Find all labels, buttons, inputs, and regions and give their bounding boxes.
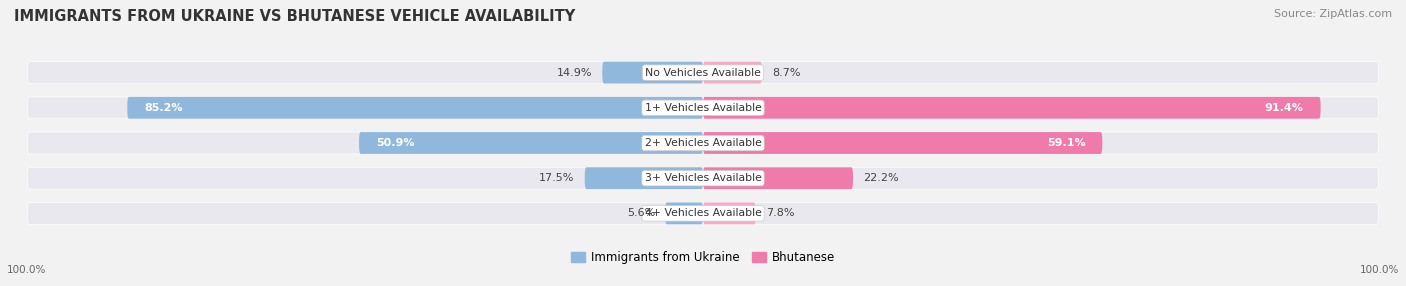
Text: 50.9%: 50.9%: [375, 138, 415, 148]
Text: 4+ Vehicles Available: 4+ Vehicles Available: [644, 208, 762, 219]
Text: No Vehicles Available: No Vehicles Available: [645, 67, 761, 78]
FancyBboxPatch shape: [703, 132, 1102, 154]
FancyBboxPatch shape: [703, 97, 1320, 119]
FancyBboxPatch shape: [703, 167, 853, 189]
FancyBboxPatch shape: [128, 97, 703, 119]
Text: 3+ Vehicles Available: 3+ Vehicles Available: [644, 173, 762, 183]
FancyBboxPatch shape: [27, 202, 703, 224]
FancyBboxPatch shape: [585, 167, 703, 189]
Text: 2+ Vehicles Available: 2+ Vehicles Available: [644, 138, 762, 148]
FancyBboxPatch shape: [703, 97, 1379, 119]
FancyBboxPatch shape: [665, 202, 703, 224]
FancyBboxPatch shape: [359, 132, 703, 154]
FancyBboxPatch shape: [703, 202, 755, 224]
FancyBboxPatch shape: [27, 62, 703, 84]
FancyBboxPatch shape: [602, 62, 703, 84]
Legend: Immigrants from Ukraine, Bhutanese: Immigrants from Ukraine, Bhutanese: [567, 247, 839, 269]
Text: Source: ZipAtlas.com: Source: ZipAtlas.com: [1274, 9, 1392, 19]
FancyBboxPatch shape: [703, 62, 1379, 84]
FancyBboxPatch shape: [27, 97, 703, 119]
Text: 91.4%: 91.4%: [1265, 103, 1303, 113]
Text: 100.0%: 100.0%: [7, 265, 46, 275]
FancyBboxPatch shape: [27, 132, 703, 154]
Text: 5.6%: 5.6%: [627, 208, 655, 219]
Text: IMMIGRANTS FROM UKRAINE VS BHUTANESE VEHICLE AVAILABILITY: IMMIGRANTS FROM UKRAINE VS BHUTANESE VEH…: [14, 9, 575, 23]
FancyBboxPatch shape: [703, 132, 1379, 154]
FancyBboxPatch shape: [703, 62, 762, 84]
Text: 7.8%: 7.8%: [766, 208, 794, 219]
Text: 85.2%: 85.2%: [145, 103, 183, 113]
FancyBboxPatch shape: [703, 167, 1379, 189]
Text: 59.1%: 59.1%: [1047, 138, 1085, 148]
Text: 22.2%: 22.2%: [863, 173, 898, 183]
Text: 1+ Vehicles Available: 1+ Vehicles Available: [644, 103, 762, 113]
Text: 8.7%: 8.7%: [772, 67, 800, 78]
Text: 17.5%: 17.5%: [540, 173, 575, 183]
Text: 100.0%: 100.0%: [1360, 265, 1399, 275]
FancyBboxPatch shape: [703, 202, 1379, 224]
FancyBboxPatch shape: [27, 167, 703, 189]
Text: 14.9%: 14.9%: [557, 67, 592, 78]
